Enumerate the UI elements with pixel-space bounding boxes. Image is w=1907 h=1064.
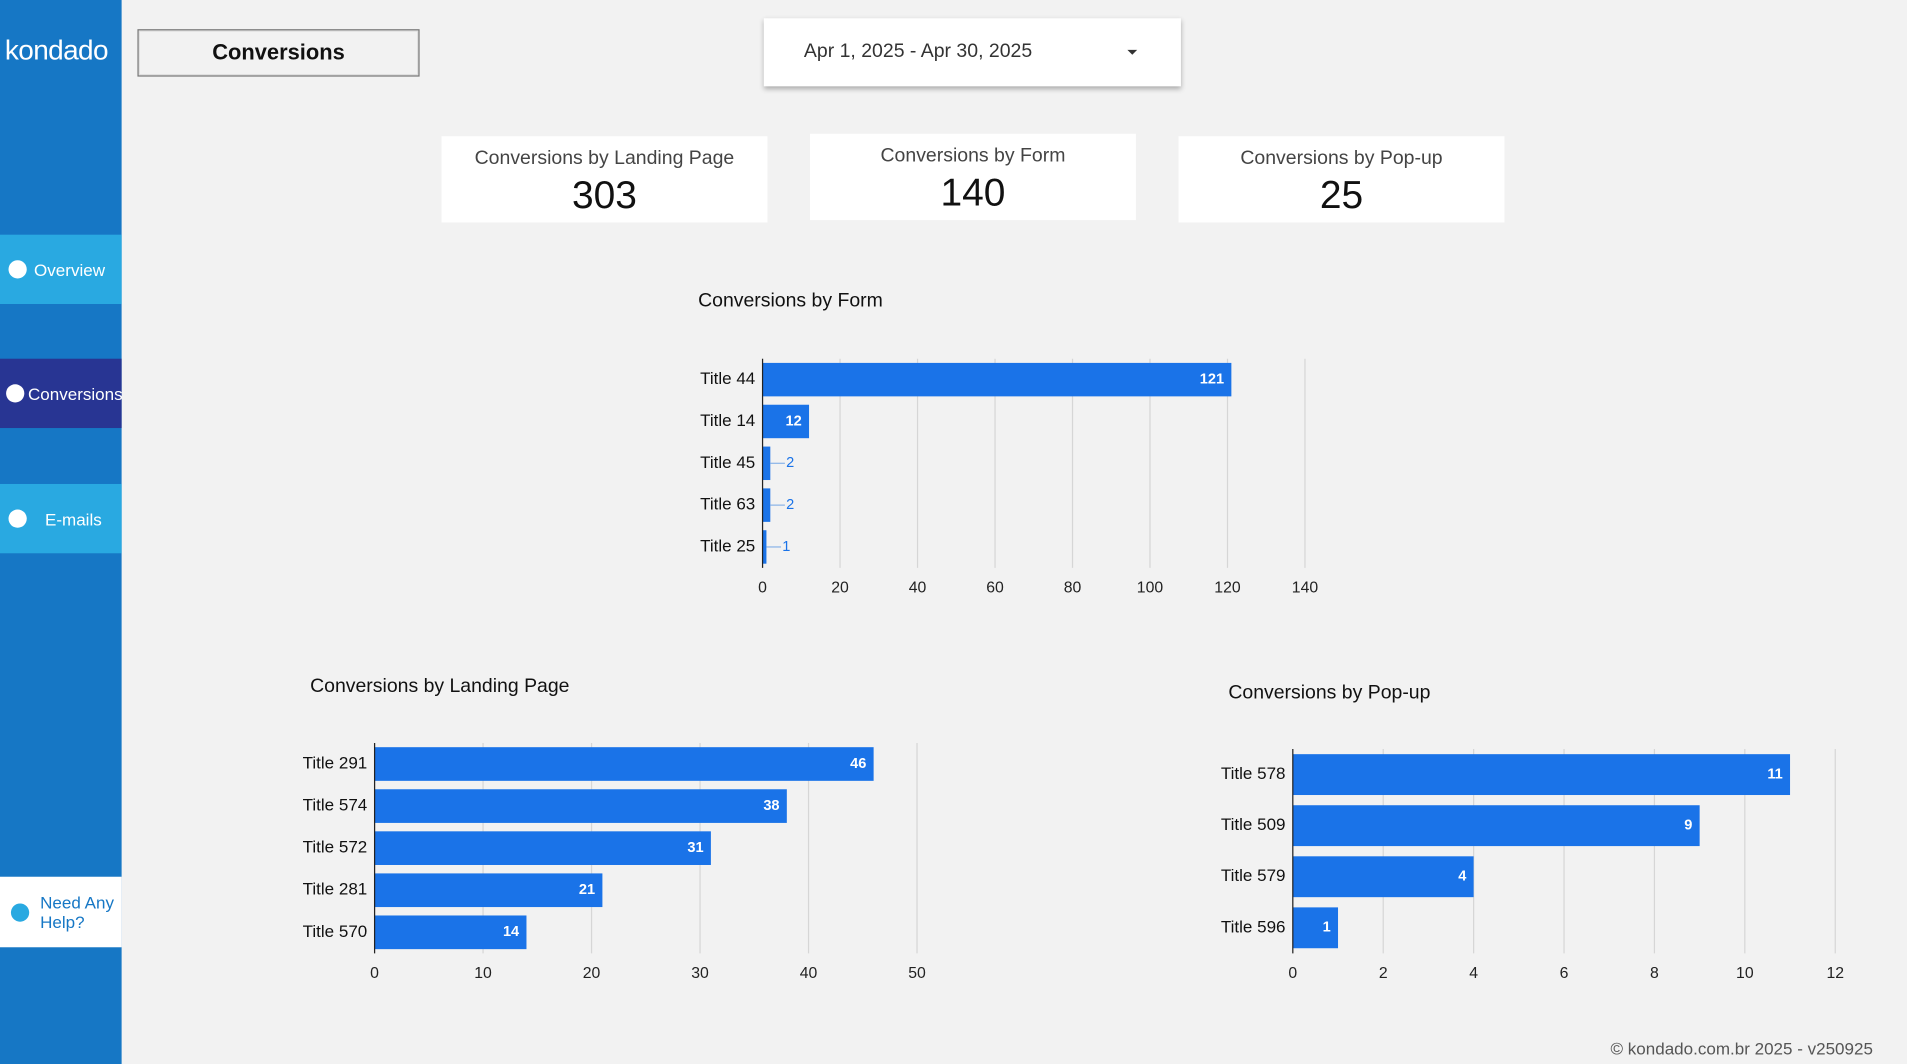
x-tick-label: 100 xyxy=(1137,580,1164,597)
value-label: 31 xyxy=(687,840,703,856)
kpi-card: Conversions by Pop-up 25 xyxy=(1178,136,1505,223)
value-label: 14 xyxy=(503,924,520,940)
y-tick-label: Title 44 xyxy=(700,369,755,388)
x-tick-label: 80 xyxy=(1064,580,1082,597)
y-tick-label: Title 570 xyxy=(303,922,368,941)
value-label: 121 xyxy=(1200,371,1224,387)
value-label: 4 xyxy=(1458,869,1467,885)
logo: kondado xyxy=(4,34,109,66)
chart-title: Conversions by Landing Page xyxy=(310,675,569,697)
y-tick-label: Title 281 xyxy=(303,880,368,899)
bar xyxy=(762,404,810,439)
bar xyxy=(374,747,874,781)
bar xyxy=(762,530,767,564)
x-tick-label: 6 xyxy=(1560,965,1569,982)
chart-title: Conversions by Form xyxy=(698,290,883,312)
bar xyxy=(1292,805,1700,847)
date-range: Apr 1, 2025 - Apr 30, 2025 xyxy=(803,41,1033,63)
y-tick-label: Title 25 xyxy=(700,536,755,555)
bar xyxy=(374,873,603,908)
help-button[interactable]: Need Any Help? xyxy=(0,876,122,948)
bar xyxy=(762,362,1232,397)
x-tick-label: 20 xyxy=(831,580,849,597)
x-tick-label: 40 xyxy=(800,965,818,982)
y-tick-label: Title 45 xyxy=(700,453,755,472)
value-label: 11 xyxy=(1767,766,1782,782)
value-label: 9 xyxy=(1684,818,1692,834)
value-label: 2 xyxy=(786,455,794,471)
y-tick-label: Title 578 xyxy=(1221,764,1286,783)
nav-item[interactable]: Overview xyxy=(0,234,122,304)
x-tick-label: 0 xyxy=(370,965,379,982)
y-tick-label: Title 579 xyxy=(1221,866,1286,885)
dropdown-arrow xyxy=(1127,49,1138,55)
nav-label: Conversions xyxy=(27,383,123,404)
kpi-value: 303 xyxy=(571,172,637,217)
y-tick-label: Title 574 xyxy=(303,796,368,815)
bar xyxy=(374,831,711,865)
footer: © kondado.com.br 2025 - v250925 xyxy=(1610,1038,1873,1058)
x-tick-label: 20 xyxy=(583,965,601,982)
x-tick-label: 10 xyxy=(474,965,492,982)
x-tick-label: 60 xyxy=(986,580,1004,597)
date-dropdown[interactable]: Apr 1, 2025 - Apr 30, 2025 xyxy=(763,18,1181,87)
nav-label: E-mails xyxy=(44,508,102,529)
y-tick-label: Title 509 xyxy=(1221,815,1286,834)
page-button[interactable]: Conversions xyxy=(137,29,420,77)
y-tick-label: Title 291 xyxy=(303,754,368,773)
bar xyxy=(374,915,527,950)
x-tick-label: 4 xyxy=(1469,965,1478,982)
value-label: 38 xyxy=(763,798,779,814)
chart-title: Conversions by Pop-up xyxy=(1228,681,1430,703)
x-tick-label: 0 xyxy=(758,580,767,597)
bar xyxy=(1292,907,1339,949)
x-tick-label: 40 xyxy=(909,580,927,597)
kpi-card: Conversions by Form 140 xyxy=(809,133,1136,221)
x-tick-label: 120 xyxy=(1214,580,1241,597)
x-tick-label: 140 xyxy=(1292,580,1319,597)
value-label: 21 xyxy=(579,882,595,898)
kpi-card: Conversions by Landing Page 303 xyxy=(441,136,768,223)
value-label: 2 xyxy=(786,497,794,513)
value-label: 46 xyxy=(850,756,866,772)
kpi-value: 140 xyxy=(940,170,1006,215)
kpi-value: 25 xyxy=(1319,172,1364,217)
nav-item[interactable]: Conversions xyxy=(0,358,123,429)
bar xyxy=(762,446,771,481)
x-tick-label: 8 xyxy=(1650,965,1659,982)
x-tick-label: 12 xyxy=(1826,965,1844,982)
nav-label: Overview xyxy=(34,259,106,280)
x-tick-label: 10 xyxy=(1736,965,1754,982)
kpi-label: Conversions by Pop-up xyxy=(1240,148,1443,170)
bar xyxy=(762,488,771,522)
x-tick-label: 50 xyxy=(908,965,926,982)
kpi-label: Conversions by Form xyxy=(880,145,1066,167)
bar xyxy=(1292,856,1474,898)
sidebar: kondado Overview Conversions E-mails Nee… xyxy=(0,0,123,1064)
x-tick-label: 30 xyxy=(691,965,709,982)
value-label: 1 xyxy=(782,539,790,555)
y-tick-label: Title 14 xyxy=(700,411,755,430)
y-tick-label: Title 596 xyxy=(1221,917,1286,936)
value-label: 1 xyxy=(1323,920,1331,936)
y-tick-label: Title 572 xyxy=(303,838,368,857)
help-label: Need Any Help? xyxy=(40,892,114,932)
x-tick-label: 2 xyxy=(1379,965,1388,982)
kpi-label: Conversions by Landing Page xyxy=(474,148,735,170)
x-tick-label: 0 xyxy=(1288,965,1297,982)
bar xyxy=(1292,754,1791,796)
value-label: 12 xyxy=(786,413,802,429)
y-tick-label: Title 63 xyxy=(700,495,755,514)
bar xyxy=(374,789,787,823)
nav-item[interactable]: E-mails xyxy=(0,483,122,554)
